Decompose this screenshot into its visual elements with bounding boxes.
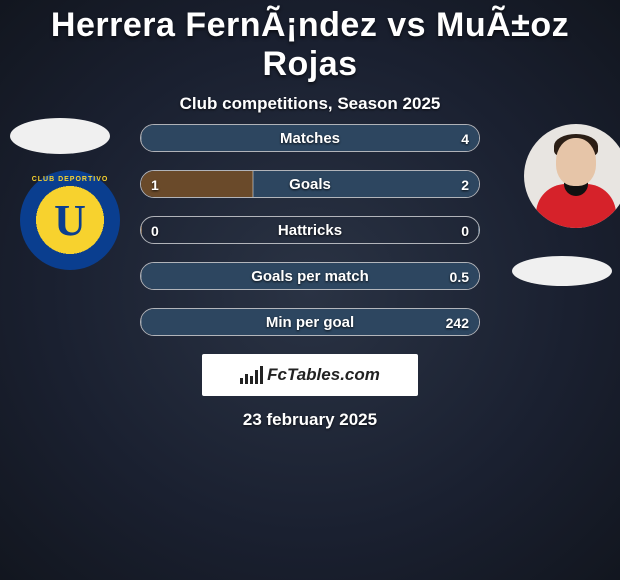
stats-container: Matches 4 1 Goals 2 0 Hattricks 0 Goals … — [140, 124, 480, 354]
brand-badge[interactable]: FcTables.com — [202, 354, 418, 396]
subtitle: Club competitions, Season 2025 — [0, 94, 620, 114]
stat-value-right: 4 — [461, 125, 469, 152]
stat-bar: Goals per match 0.5 — [140, 262, 480, 290]
stat-bar: Matches 4 — [140, 124, 480, 152]
bars-icon — [240, 366, 263, 384]
stat-label: Goals — [141, 171, 479, 198]
player-right-club-badge — [512, 256, 612, 286]
stat-value-right: 2 — [461, 171, 469, 198]
comparison-card: Herrera FernÃ¡ndez vs MuÃ±oz Rojas Club … — [0, 0, 620, 580]
player-left-club-badge: CLUB DEPORTIVO U — [20, 170, 120, 270]
stat-label: Min per goal — [141, 309, 479, 336]
stat-value-right: 0.5 — [450, 263, 469, 290]
stat-label: Matches — [141, 125, 479, 152]
page-title: Herrera FernÃ¡ndez vs MuÃ±oz Rojas — [0, 0, 620, 84]
avatar-head — [556, 138, 596, 186]
date-text: 23 february 2025 — [0, 410, 620, 430]
stat-value-right: 242 — [446, 309, 469, 336]
stat-label: Goals per match — [141, 263, 479, 290]
brand-text: FcTables.com — [267, 365, 380, 385]
player-right-avatar — [524, 124, 620, 228]
stat-value-right: 0 — [461, 217, 469, 244]
stat-bar: Min per goal 242 — [140, 308, 480, 336]
club-badge-arc-text: CLUB DEPORTIVO — [20, 176, 120, 183]
club-badge-letter: U — [54, 195, 86, 246]
player-left-avatar — [10, 118, 110, 154]
stat-label: Hattricks — [141, 217, 479, 244]
stat-bar: 1 Goals 2 — [140, 170, 480, 198]
club-badge-circle: CLUB DEPORTIVO U — [20, 170, 120, 270]
stat-bar: 0 Hattricks 0 — [140, 216, 480, 244]
